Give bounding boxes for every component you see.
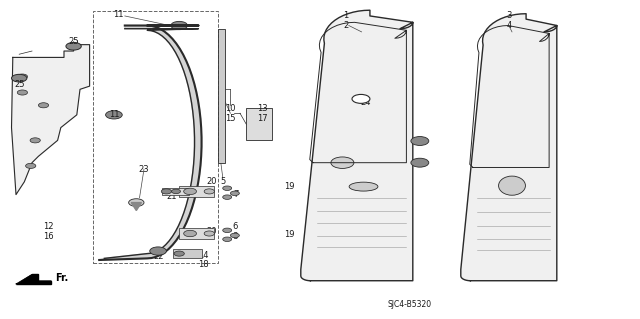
Text: 19: 19 <box>284 230 294 239</box>
Circle shape <box>129 199 144 206</box>
Bar <box>93 11 218 263</box>
Ellipse shape <box>499 176 525 195</box>
Text: 12: 12 <box>43 222 53 231</box>
Text: 2: 2 <box>343 21 348 30</box>
Text: 16: 16 <box>43 232 53 241</box>
Circle shape <box>411 137 429 145</box>
Text: 4: 4 <box>506 21 511 30</box>
Text: 17: 17 <box>257 114 268 122</box>
Text: 7: 7 <box>233 190 238 199</box>
Circle shape <box>38 103 49 108</box>
Circle shape <box>230 191 239 196</box>
Text: 20: 20 <box>206 227 216 236</box>
Circle shape <box>66 42 81 50</box>
Text: 25: 25 <box>14 80 24 89</box>
Circle shape <box>223 228 232 233</box>
Bar <box>218 29 225 163</box>
Circle shape <box>223 195 232 199</box>
Polygon shape <box>301 10 413 281</box>
Text: 25: 25 <box>68 37 79 46</box>
Circle shape <box>171 21 188 30</box>
Bar <box>173 249 202 258</box>
Text: 21: 21 <box>166 192 177 201</box>
Text: 6: 6 <box>233 222 238 231</box>
Text: 5: 5 <box>220 177 225 186</box>
Circle shape <box>331 157 354 168</box>
Circle shape <box>161 189 172 194</box>
Circle shape <box>17 90 28 95</box>
Polygon shape <box>12 45 90 195</box>
Text: SJC4-B5320: SJC4-B5320 <box>388 300 431 309</box>
Circle shape <box>26 163 36 168</box>
Text: 18: 18 <box>198 260 209 269</box>
Text: 8: 8 <box>233 232 238 241</box>
Text: 10: 10 <box>225 104 236 113</box>
Circle shape <box>174 251 184 256</box>
Text: 19: 19 <box>284 182 294 191</box>
Circle shape <box>17 74 28 79</box>
Text: 14: 14 <box>198 251 209 260</box>
Text: 22: 22 <box>154 252 164 261</box>
Ellipse shape <box>349 182 378 191</box>
Circle shape <box>223 186 232 190</box>
Bar <box>162 188 189 195</box>
Circle shape <box>184 230 196 237</box>
Circle shape <box>230 233 239 238</box>
Circle shape <box>184 188 196 195</box>
Text: 9: 9 <box>420 137 425 146</box>
Polygon shape <box>131 203 141 211</box>
Polygon shape <box>99 26 202 260</box>
Circle shape <box>150 247 166 255</box>
Bar <box>246 108 272 140</box>
Text: 23: 23 <box>139 165 149 174</box>
Text: 20: 20 <box>206 177 216 186</box>
Text: 3: 3 <box>506 11 511 20</box>
Circle shape <box>411 158 429 167</box>
Circle shape <box>223 237 232 241</box>
Circle shape <box>204 231 214 236</box>
Polygon shape <box>461 14 557 281</box>
Text: 1: 1 <box>343 11 348 20</box>
Text: 13: 13 <box>257 104 268 113</box>
Text: 15: 15 <box>225 114 236 122</box>
Bar <box>179 186 214 197</box>
Text: 11: 11 <box>113 10 124 19</box>
Text: Fr.: Fr. <box>56 273 68 283</box>
Circle shape <box>172 189 180 194</box>
Text: 9: 9 <box>420 160 425 169</box>
Circle shape <box>30 138 40 143</box>
Circle shape <box>352 94 370 103</box>
Circle shape <box>12 74 27 82</box>
Text: 24: 24 <box>361 98 371 107</box>
Text: 11: 11 <box>109 110 119 119</box>
Polygon shape <box>16 274 51 284</box>
Bar <box>179 228 214 239</box>
Circle shape <box>106 111 122 119</box>
Circle shape <box>204 189 214 194</box>
